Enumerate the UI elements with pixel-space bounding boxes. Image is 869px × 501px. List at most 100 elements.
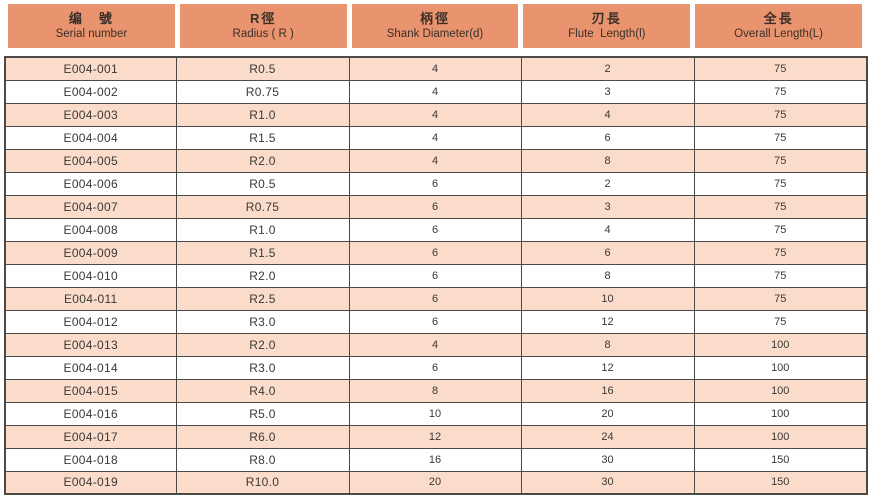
cell-overall: 75 — [693, 240, 868, 265]
cell-shank: 6 — [348, 309, 522, 334]
cell-flute: 4 — [520, 217, 695, 242]
header-zh-shank: 柄徑 — [419, 10, 450, 26]
table-row: E004-012 R3.0 6 12 75 — [4, 309, 868, 334]
cell-shank: 10 — [348, 401, 522, 426]
table-row: E004-003 R1.0 4 4 75 — [4, 102, 868, 127]
header-en-radius: Radius ( R ) — [232, 27, 294, 40]
cell-shank: 6 — [348, 240, 522, 265]
table-row: E004-008 R1.0 6 4 75 — [4, 217, 868, 242]
cell-overall: 75 — [693, 194, 868, 219]
cell-serial: E004-015 — [4, 378, 177, 403]
header-zh-serial: 编 號 — [68, 10, 114, 26]
cell-radius: R2.0 — [175, 148, 350, 173]
header-cell-radius: R徑 Radius ( R ) — [179, 4, 347, 48]
table-row: E004-005 R2.0 4 8 75 — [4, 148, 868, 173]
cell-overall: 150 — [693, 470, 868, 495]
cell-radius: R2.5 — [175, 286, 350, 311]
cell-overall: 75 — [693, 56, 868, 81]
header-zh-overall: 全長 — [763, 10, 794, 26]
cell-serial: E004-003 — [4, 102, 177, 127]
cell-radius: R0.5 — [175, 171, 350, 196]
cell-shank: 6 — [348, 171, 522, 196]
cell-overall: 100 — [693, 355, 868, 380]
cell-shank: 4 — [348, 148, 522, 173]
cell-overall: 100 — [693, 378, 868, 403]
cell-radius: R0.75 — [175, 194, 350, 219]
cell-flute: 2 — [520, 171, 695, 196]
header-zh-radius: R徑 — [250, 10, 277, 26]
table-body: E004-001 R0.5 4 2 75 E004-002 R0.75 4 3 75 E004-00… — [4, 56, 868, 495]
cell-shank: 4 — [348, 102, 522, 127]
header-en-flute: Flute Length(l) — [568, 27, 646, 40]
cell-serial: E004-019 — [4, 470, 177, 495]
cell-shank: 12 — [348, 424, 522, 449]
table-row: E004-014 R3.0 6 12 100 — [4, 355, 868, 380]
cell-radius: R8.0 — [175, 447, 350, 472]
cell-serial: E004-014 — [4, 355, 177, 380]
cell-flute: 8 — [520, 263, 695, 288]
cell-shank: 6 — [348, 194, 522, 219]
cell-overall: 75 — [693, 102, 868, 127]
table-row: E004-018 R8.0 16 30 150 — [4, 447, 868, 472]
table-row: E004-002 R0.75 4 3 75 — [4, 79, 868, 104]
cell-serial: E004-006 — [4, 171, 177, 196]
cell-overall: 150 — [693, 447, 868, 472]
header-en-shank: Shank Diameter(d) — [386, 27, 484, 40]
header-cell-flute: 刃長 Flute Length(l) — [523, 4, 691, 48]
cell-flute: 3 — [520, 79, 695, 104]
cell-overall: 75 — [693, 286, 868, 311]
table-row: E004-011 R2.5 6 10 75 — [4, 286, 868, 311]
cell-serial: E004-001 — [4, 56, 177, 81]
cell-serial: E004-012 — [4, 309, 177, 334]
cell-shank: 4 — [348, 125, 522, 150]
header-cell-serial: 编 號 Serial number — [8, 4, 175, 48]
cell-shank: 6 — [348, 263, 522, 288]
cell-serial: E004-010 — [4, 263, 177, 288]
cell-serial: E004-004 — [4, 125, 177, 150]
cell-shank: 20 — [348, 470, 522, 495]
table-row: E004-017 R6.0 12 24 100 — [4, 424, 868, 449]
cell-shank: 16 — [348, 447, 522, 472]
table-row: E004-001 R0.5 4 2 75 — [4, 56, 868, 81]
cell-overall: 100 — [693, 332, 868, 357]
cell-radius: R6.0 — [175, 424, 350, 449]
cell-flute: 30 — [520, 470, 695, 495]
cell-radius: R0.5 — [175, 56, 350, 81]
cell-flute: 2 — [520, 56, 695, 81]
cell-flute: 12 — [520, 355, 695, 380]
cell-overall: 75 — [693, 217, 868, 242]
cell-serial: E004-018 — [4, 447, 177, 472]
cell-serial: E004-005 — [4, 148, 177, 173]
table-row: E004-006 R0.5 6 2 75 — [4, 171, 868, 196]
table-row: E004-015 R4.0 8 16 100 — [4, 378, 868, 403]
header-cell-overall: 全長 Overall Length(L) — [695, 4, 862, 48]
cell-flute: 10 — [520, 286, 695, 311]
cell-radius: R1.0 — [175, 217, 350, 242]
cell-shank: 4 — [348, 56, 522, 81]
cell-serial: E004-016 — [4, 401, 177, 426]
cell-flute: 6 — [520, 125, 695, 150]
cell-overall: 75 — [693, 125, 868, 150]
cell-flute: 4 — [520, 102, 695, 127]
cell-serial: E004-013 — [4, 332, 177, 357]
table-row: E004-007 R0.75 6 3 75 — [4, 194, 868, 219]
cell-overall: 100 — [693, 424, 868, 449]
cell-radius: R2.0 — [175, 263, 350, 288]
cell-serial: E004-011 — [4, 286, 177, 311]
cell-overall: 100 — [693, 401, 868, 426]
cell-shank: 6 — [348, 355, 522, 380]
spec-table: E004-001 R0.5 4 2 75 E004-002 R0.75 4 3 75 E004-00… — [4, 56, 868, 495]
cell-overall: 75 — [693, 79, 868, 104]
cell-shank: 6 — [348, 286, 522, 311]
cell-serial: E004-002 — [4, 79, 177, 104]
cell-flute: 30 — [520, 447, 695, 472]
cell-flute: 8 — [520, 332, 695, 357]
cell-radius: R1.5 — [175, 125, 350, 150]
cell-flute: 6 — [520, 240, 695, 265]
cell-radius: R0.75 — [175, 79, 350, 104]
cell-flute: 3 — [520, 194, 695, 219]
cell-flute: 8 — [520, 148, 695, 173]
cell-radius: R4.0 — [175, 378, 350, 403]
cell-serial: E004-017 — [4, 424, 177, 449]
cell-radius: R1.0 — [175, 102, 350, 127]
